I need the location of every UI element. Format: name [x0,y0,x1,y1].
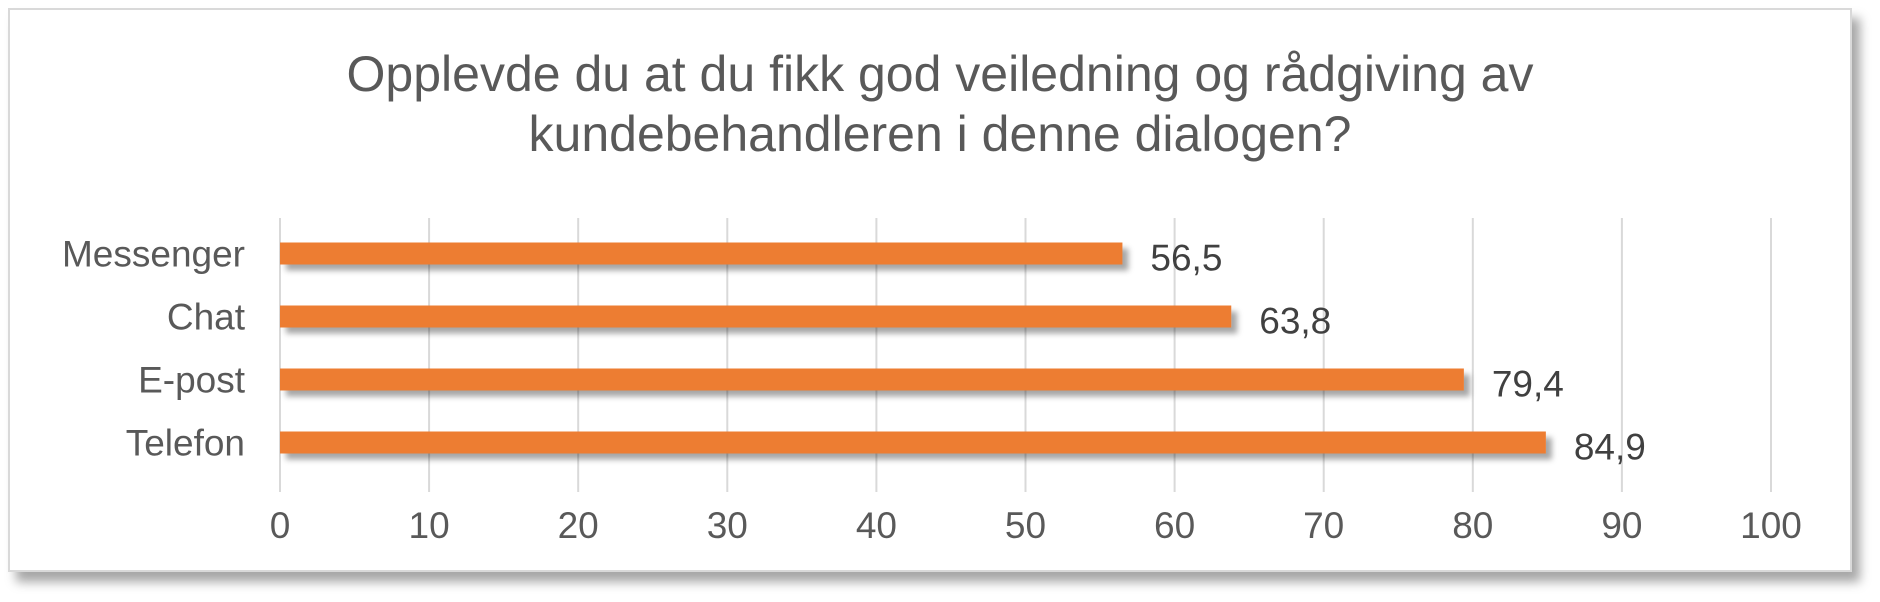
x-tick-label: 30 [707,505,748,546]
x-tick-label: 40 [856,505,897,546]
bars [280,242,1546,454]
chart-title: Opplevde du at du fikk god veiledning og… [347,46,1534,162]
x-tick-label: 80 [1452,505,1493,546]
data-label: 56,5 [1150,238,1222,279]
x-tick-label: 70 [1303,505,1344,546]
category-label: Messenger [62,234,245,275]
x-tick-label: 90 [1601,505,1642,546]
x-tick-label: 0 [270,505,291,546]
bar [280,305,1232,328]
chart-title-line-2: kundebehandleren i denne dialogen? [529,106,1352,162]
bar [280,368,1464,391]
category-label: Telefon [126,423,245,464]
chart-frame [8,8,1852,572]
bar [280,431,1546,454]
data-labels: 56,5 63,8 79,484,9 [1150,238,1645,468]
x-tick-label: 50 [1005,505,1046,546]
category-label: Chat [167,297,246,338]
x-tick-label: 10 [409,505,450,546]
bar [280,242,1123,265]
data-label: 63,8 [1259,301,1331,342]
data-label: 79,4 [1492,364,1564,405]
x-tick-label: 60 [1154,505,1195,546]
category-labels: Messenger Chat E-post Telefon [62,234,246,464]
x-axis-tick-labels: 0 10 20 30 40 50 60 70 80 90 100 [270,505,1802,546]
x-tick-label: 20 [558,505,599,546]
category-label: E-post [138,360,246,401]
chart-title-line-1: Opplevde du at du fikk god veiledning og… [347,46,1534,102]
data-label: 84,9 [1574,427,1646,468]
x-tick-label: 100 [1740,505,1802,546]
